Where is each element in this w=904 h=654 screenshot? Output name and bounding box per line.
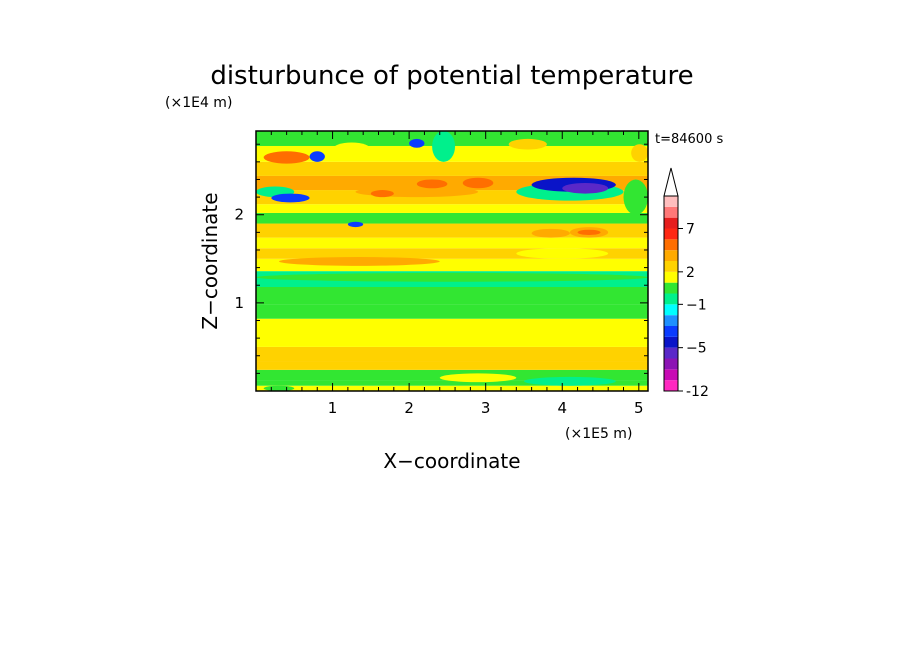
chart-title: disturbunce of potential temperature (210, 61, 693, 91)
feature-3 (263, 385, 295, 391)
feature-25 (409, 138, 425, 148)
feature-8 (516, 248, 609, 259)
band-10 (256, 248, 648, 259)
feature-24 (432, 131, 456, 162)
colorbar-tick-label: −1 (686, 297, 707, 313)
band-11 (256, 237, 648, 249)
colorbar-swatch (664, 206, 678, 218)
colorbar-swatch (664, 369, 678, 381)
band-5 (256, 318, 648, 347)
feature-16 (462, 177, 494, 189)
feature-15 (416, 179, 448, 189)
colorbar: -12 −5 −1 2 7 (663, 167, 709, 400)
colorbar-tick-label: 2 (686, 265, 695, 281)
feature-26 (623, 179, 648, 215)
colorbar-swatch (664, 217, 678, 229)
colorbar-tick-label: 7 (686, 222, 695, 238)
colorbar-tick-label: −5 (686, 341, 707, 357)
band-3 (256, 361, 648, 370)
y-axis: 12 (234, 143, 648, 374)
colorbar-frame (663, 195, 679, 392)
time-label: t=84600 s (655, 132, 723, 147)
colorbar-swatch (664, 347, 678, 359)
colorbar-tick-label: -12 (686, 384, 709, 400)
y-axis-title: Z−coordinate (198, 192, 222, 329)
colorbar-swatch (664, 380, 678, 391)
colorbar-swatch (664, 239, 678, 251)
colorbar-swatch (664, 358, 678, 370)
colorbar-swatch (664, 326, 678, 337)
x-axis-title: X−coordinate (383, 449, 520, 473)
y-tick-label: 1 (234, 294, 244, 312)
feature-0 (271, 348, 348, 360)
band-6 (256, 304, 648, 319)
feature-19 (271, 193, 310, 203)
colorbar-swatch (664, 315, 678, 326)
feature-7 (278, 257, 440, 266)
feature-2 (531, 348, 593, 358)
feature-1 (363, 348, 402, 360)
feature-11 (531, 228, 570, 238)
x-tick-label: 5 (634, 399, 644, 417)
x-scale-label: (×1E5 m) (565, 426, 632, 442)
colorbar-swatch (664, 250, 678, 261)
feature-12 (347, 221, 364, 228)
feature-10 (577, 229, 601, 235)
feature-5 (523, 376, 616, 386)
contour-field (256, 131, 648, 391)
band-17 (256, 161, 648, 176)
feature-28 (508, 138, 547, 150)
x-tick-label: 3 (481, 399, 491, 417)
band-13 (256, 212, 648, 224)
colorbar-extend-arrow (663, 167, 679, 197)
feature-20 (309, 151, 325, 162)
colorbar-swatch (664, 271, 678, 283)
band-14 (256, 204, 648, 213)
feature-27 (332, 142, 371, 157)
colorbar-swatch (664, 336, 678, 348)
colorbar-swatch (664, 304, 678, 316)
band-7 (256, 287, 648, 305)
x-tick-label: 4 (557, 399, 567, 417)
band-1 (256, 380, 648, 386)
feature-6 (256, 272, 648, 282)
colorbar-swatch (664, 282, 678, 294)
y-tick-label: 2 (234, 206, 244, 224)
band-0 (256, 385, 648, 391)
feature-17 (263, 151, 310, 164)
x-axis: 1 2 3 4 5 (270, 131, 644, 417)
feature-23 (562, 183, 609, 194)
colorbar-swatch (664, 293, 678, 305)
y-scale-label: (×1E4 m) (165, 95, 232, 111)
colorbar-swatch (664, 196, 678, 207)
feature-14 (370, 190, 394, 198)
plot-frame (255, 130, 649, 392)
feature-4 (439, 373, 517, 383)
x-tick-label: 1 (328, 399, 338, 417)
colorbar-swatch (664, 261, 678, 272)
colorbar-swatch (664, 228, 678, 240)
feature-29 (631, 144, 648, 162)
x-tick-label: 2 (404, 399, 414, 417)
